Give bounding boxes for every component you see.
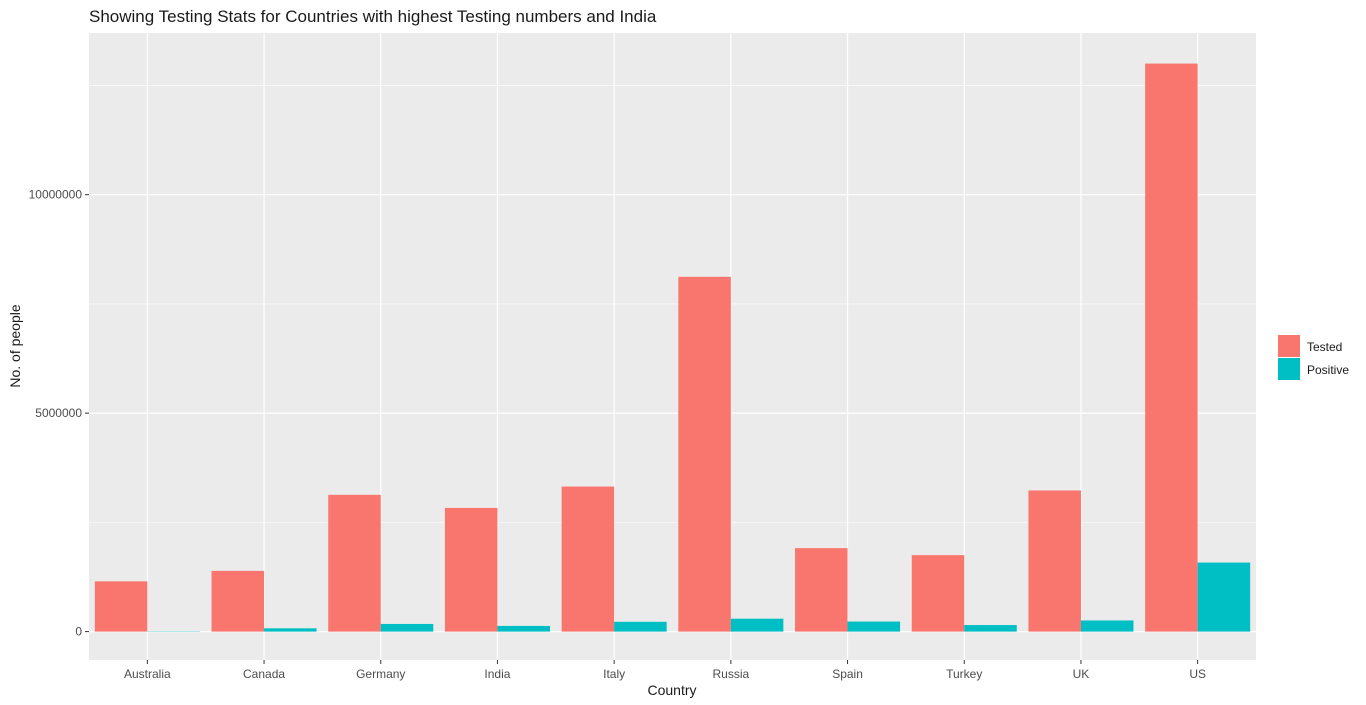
bar-positive-russia xyxy=(730,618,784,632)
bar-tested-italy xyxy=(561,486,615,632)
y-tick-label: 10000000 xyxy=(29,188,83,202)
legend-key-tested xyxy=(1278,335,1300,357)
bar-positive-germany xyxy=(380,623,434,632)
bar-tested-australia xyxy=(94,581,148,632)
bar-tested-uk xyxy=(1028,490,1081,632)
y-tick-label: 5000000 xyxy=(35,406,82,420)
bar-tested-russia xyxy=(678,276,731,632)
y-axis-ticks: 0 5000000 10000000 xyxy=(29,188,89,639)
legend: Tested Positive xyxy=(1278,335,1349,380)
bar-positive-turkey xyxy=(964,625,1017,632)
bar-tested-spain xyxy=(795,548,848,632)
bar-positive-uk xyxy=(1080,620,1134,632)
legend-label-positive: Positive xyxy=(1307,363,1349,377)
bar-tested-turkey xyxy=(911,555,965,632)
bar-positive-canada xyxy=(264,628,317,632)
x-axis-title: Country xyxy=(647,682,696,698)
bar-positive-spain xyxy=(847,621,901,632)
bar-tested-germany xyxy=(328,494,381,632)
bar-positive-india xyxy=(497,625,550,632)
bars xyxy=(94,63,1251,632)
y-axis-title: No. of people xyxy=(7,304,23,387)
x-tick-label: Australia xyxy=(124,667,171,681)
x-tick-label: US xyxy=(1189,667,1206,681)
legend-label-tested: Tested xyxy=(1307,340,1342,354)
x-tick-label: Italy xyxy=(603,667,625,681)
y-tick-label: 0 xyxy=(75,625,82,639)
x-tick-label: Spain xyxy=(832,667,863,681)
chart-title: Showing Testing Stats for Countries with… xyxy=(89,7,657,26)
x-tick-label: India xyxy=(484,667,510,681)
x-tick-label: Germany xyxy=(356,667,405,681)
x-tick-label: Turkey xyxy=(946,667,982,681)
x-tick-label: UK xyxy=(1073,667,1090,681)
bar-tested-canada xyxy=(211,570,265,632)
bar-tested-us xyxy=(1145,63,1198,632)
bar-tested-india xyxy=(444,507,498,632)
x-tick-label: Canada xyxy=(243,667,285,681)
bar-positive-italy xyxy=(614,621,667,632)
x-axis-ticks: Australia Canada Germany India Italy Russia Sp… xyxy=(124,660,1206,681)
x-tick-label: Russia xyxy=(713,667,750,681)
legend-key-positive xyxy=(1278,358,1300,380)
bar-positive-us xyxy=(1197,562,1251,632)
